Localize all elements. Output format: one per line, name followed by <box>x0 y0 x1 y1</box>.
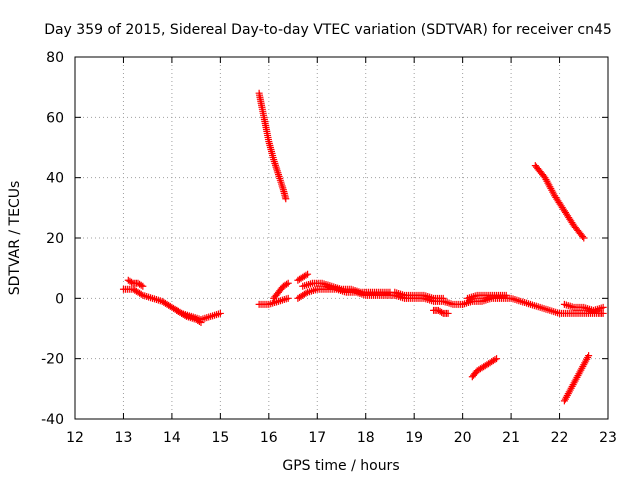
y-tick-label: 80 <box>46 50 64 66</box>
series-arc-12 <box>459 294 607 317</box>
data-point <box>439 294 447 302</box>
series-arc-10 <box>391 288 447 302</box>
chart-title: Day 359 of 2015, Sidereal Day-to-day VTE… <box>44 22 612 38</box>
data-point <box>139 282 147 290</box>
y-axis-label: SDTVAR / TECUs <box>7 181 23 296</box>
series-arc-11 <box>430 306 452 317</box>
data-point <box>585 352 593 360</box>
series-arc-16 <box>531 162 588 242</box>
series-arc-17 <box>560 352 593 405</box>
x-tick-label: 20 <box>454 430 472 446</box>
series-arc-2 <box>124 276 147 290</box>
data-point <box>438 308 446 316</box>
series-arc-3 <box>173 306 205 326</box>
y-tick-label: 60 <box>46 110 64 126</box>
data-point <box>128 278 136 286</box>
data-point <box>493 355 501 363</box>
grid <box>75 57 608 419</box>
data-point <box>579 232 587 240</box>
x-tick-label: 23 <box>599 430 617 446</box>
data-point <box>599 309 607 317</box>
series-arc-4 <box>255 89 290 203</box>
data-point <box>283 280 291 288</box>
data-point <box>304 270 312 278</box>
data-point <box>216 309 224 317</box>
data-point <box>284 294 292 302</box>
series-arc-14 <box>560 300 607 314</box>
data-point <box>491 356 499 364</box>
data-point <box>599 303 607 311</box>
y-tick-label: -20 <box>41 352 64 368</box>
x-tick-label: 16 <box>260 430 278 446</box>
series-arc-13 <box>463 291 510 302</box>
data-point <box>502 291 510 299</box>
plot-frame <box>74 56 609 420</box>
x-tick-label: 14 <box>163 430 181 446</box>
x-tick-label: 17 <box>308 430 326 446</box>
series-arc-6 <box>270 279 292 302</box>
axis-ticks: 12 13 14 15 16 17 18 19 20 21 22 23 -40 -20 0 20 40 60 80 <box>41 50 617 446</box>
data-point <box>284 279 292 287</box>
x-axis-label: GPS time / hours <box>282 458 399 474</box>
series-arc-9 <box>299 279 394 296</box>
series-arc-15 <box>468 355 501 381</box>
y-tick-label: -40 <box>41 412 64 428</box>
data-point <box>197 318 205 326</box>
x-tick-label: 13 <box>115 430 133 446</box>
data-point <box>580 234 588 242</box>
data-points <box>119 89 607 405</box>
x-tick-label: 19 <box>405 430 423 446</box>
series-arc-7 <box>294 270 312 284</box>
data-point <box>302 289 310 297</box>
x-tick-label: 21 <box>502 430 520 446</box>
y-tick-label: 40 <box>46 171 64 187</box>
data-point <box>195 317 203 325</box>
x-tick-label: 22 <box>551 430 569 446</box>
x-tick-label: 15 <box>211 430 229 446</box>
data-point <box>302 271 310 279</box>
y-tick-label: 20 <box>46 231 64 247</box>
data-point <box>282 195 290 203</box>
x-tick-label: 18 <box>357 430 375 446</box>
x-tick-label: 12 <box>66 430 84 446</box>
data-point <box>137 281 145 289</box>
series-arc-5 <box>255 294 292 308</box>
data-point <box>137 290 145 298</box>
data-point <box>181 311 189 319</box>
y-tick-label: 0 <box>55 291 64 307</box>
data-point <box>444 309 452 317</box>
